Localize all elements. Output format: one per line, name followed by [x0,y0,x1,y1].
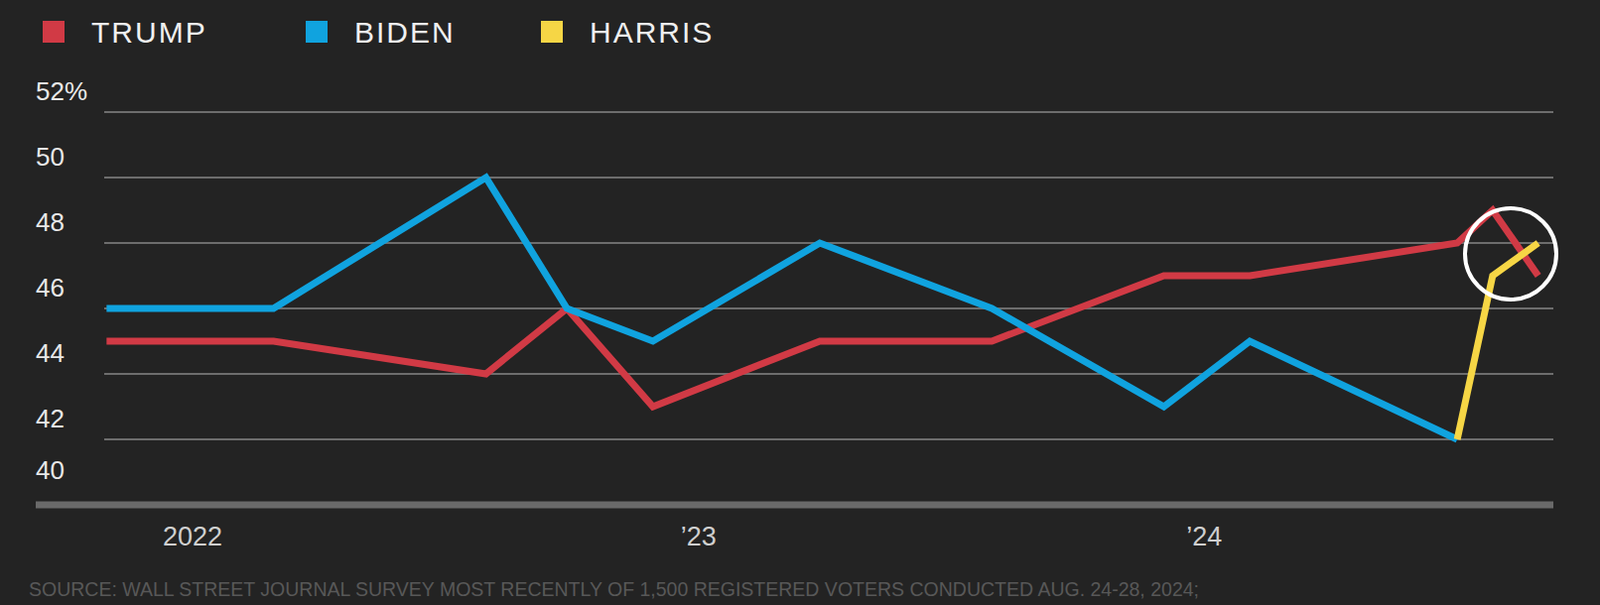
y-tick-label: 50 [35,141,65,172]
x-tick-label: ’23 [680,522,717,552]
grid-line [104,176,1554,178]
plot-area [106,177,1538,440]
y-tick-label: 42 [35,403,65,434]
x-tick-label: ’24 [1186,522,1222,552]
legend-swatch [305,20,328,43]
legend-label: BIDEN [354,15,456,49]
grid-line [104,307,1554,309]
y-tick-label: 44 [35,338,65,369]
y-tick-label: 52% [35,76,88,107]
chart: 40 42 44 46 48 50 52% 2022 ’23 ’24 TRUMP BIDEN HARRI… [0,0,1600,605]
grid-line [104,111,1554,113]
legend-swatch [540,20,563,43]
series-line [106,177,1458,440]
y-tick-label: 46 [35,272,65,303]
legend-swatch [42,20,65,43]
grid-line [104,438,1554,440]
legend-label: TRUMP [91,15,208,49]
y-tick-label: 40 [35,455,65,486]
y-tick-label: 48 [35,207,65,238]
legend-label: HARRIS [589,15,714,49]
x-tick-label: 2022 [162,522,223,552]
grid-line [104,373,1554,375]
axis-line [35,502,1554,510]
highlight-circle [1465,208,1557,300]
background [0,0,1600,605]
source-note: SOURCE: WALL STREET JOURNAL SURVEY MOST … [28,578,1200,601]
